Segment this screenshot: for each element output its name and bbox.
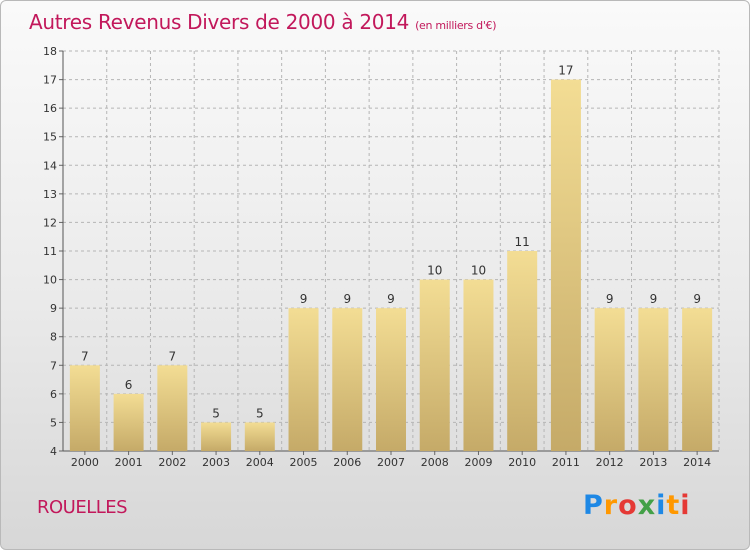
x-tick-label: 2012 xyxy=(596,456,624,469)
y-tick-label: 7 xyxy=(50,359,57,372)
bar-2014 xyxy=(682,308,713,451)
chart-title-text: Autres Revenus Divers de 2000 à 2014 xyxy=(29,10,410,34)
y-tick-label: 16 xyxy=(43,102,57,115)
y-tick-label: 14 xyxy=(43,159,57,172)
bar-2008 xyxy=(419,279,450,451)
x-tick-label: 2009 xyxy=(464,456,492,469)
logo-letter: t xyxy=(666,490,681,521)
x-tick-label: 2014 xyxy=(683,456,711,469)
proxiti-logo[interactable]: Proxiti xyxy=(583,490,691,521)
logo-letter: i xyxy=(656,490,667,521)
bar-2002 xyxy=(157,365,188,451)
x-tick-label: 2010 xyxy=(508,456,536,469)
bars xyxy=(69,79,713,452)
y-tick-label: 13 xyxy=(43,188,57,201)
bar-value-label: 7 xyxy=(169,349,177,363)
y-tick-label: 11 xyxy=(43,245,57,258)
logo-letter: x xyxy=(637,490,657,521)
bar-value-label: 6 xyxy=(125,378,133,392)
bar-value-label: 17 xyxy=(558,64,573,78)
bar-2006 xyxy=(332,308,363,451)
bar-2011 xyxy=(550,79,581,452)
bar-2003 xyxy=(201,422,232,451)
bar-value-label: 11 xyxy=(515,235,530,249)
commune-name: ROUELLES xyxy=(37,497,128,518)
bar-value-label: 9 xyxy=(650,292,658,306)
y-tick-label: 6 xyxy=(50,388,57,401)
y-tick-label: 12 xyxy=(43,216,57,229)
bar-2013 xyxy=(638,308,669,451)
x-tick-label: 2005 xyxy=(290,456,318,469)
bar-value-label: 5 xyxy=(212,406,220,420)
bar-value-label: 5 xyxy=(256,406,264,420)
bar-2004 xyxy=(244,422,275,451)
bar-value-label: 9 xyxy=(693,292,701,306)
y-tick-label: 8 xyxy=(50,331,57,344)
bar-value-label: 9 xyxy=(387,292,395,306)
labels: 7 2000 6 2001 7 2002 5 2003 5 2004 9 2005 9 2006 9 2007… xyxy=(71,64,711,469)
logo-letter: r xyxy=(603,490,619,521)
bar-2010 xyxy=(507,251,538,451)
x-tick-label: 2007 xyxy=(377,456,405,469)
y-tick-label: 15 xyxy=(43,131,57,144)
logo-letter: o xyxy=(618,490,638,521)
bar-value-label: 9 xyxy=(606,292,614,306)
x-tick-label: 2008 xyxy=(421,456,449,469)
x-tick-label: 2002 xyxy=(158,456,186,469)
x-tick-label: 2001 xyxy=(115,456,143,469)
bar-value-label: 9 xyxy=(300,292,308,306)
chart-title: Autres Revenus Divers de 2000 à 2014 (en … xyxy=(29,10,497,34)
chart-unit: (en milliers d'€) xyxy=(415,19,497,32)
x-tick-label: 2000 xyxy=(71,456,99,469)
y-tick-label: 9 xyxy=(50,302,57,315)
bar-2007 xyxy=(376,308,406,451)
x-tick-label: 2004 xyxy=(246,456,274,469)
x-tick-label: 2011 xyxy=(552,456,580,469)
bar-2012 xyxy=(594,308,625,451)
logo-letter: i xyxy=(680,490,691,521)
y-tick-label: 5 xyxy=(50,416,57,429)
y-tick-label: 10 xyxy=(43,274,57,287)
x-tick-label: 2003 xyxy=(202,456,230,469)
logo-letter: P xyxy=(583,490,604,521)
bar-value-label: 10 xyxy=(471,264,486,278)
bar-2009 xyxy=(463,279,494,451)
bar-2000 xyxy=(69,365,100,451)
y-tick-label: 18 xyxy=(43,45,57,58)
y-tick-label: 4 xyxy=(50,445,57,458)
x-tick-label: 2006 xyxy=(333,456,361,469)
bar-2001 xyxy=(113,393,144,451)
y-tick-label: 17 xyxy=(43,74,57,87)
x-tick-label: 2013 xyxy=(639,456,667,469)
bar-value-label: 10 xyxy=(427,264,442,278)
bar-value-label: 9 xyxy=(343,292,351,306)
bar-2005 xyxy=(288,308,319,451)
bar-value-label: 7 xyxy=(81,349,89,363)
